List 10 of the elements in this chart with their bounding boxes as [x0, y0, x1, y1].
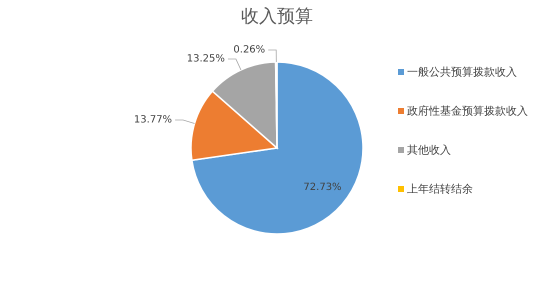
legend-label: 其他收入	[407, 144, 451, 156]
data-label: 72.73%	[303, 182, 342, 193]
pie-slice	[191, 61, 364, 235]
chart-title: 收入预算	[241, 6, 313, 27]
legend-label: 一般公共预算拨款收入	[407, 66, 517, 78]
data-label: 0.26%	[233, 44, 266, 56]
legend-label: 政府性基金预算拨款收入	[407, 104, 528, 118]
data-label: 13.77%	[134, 114, 172, 126]
data-label: 13.25%	[186, 54, 225, 65]
legend-label: 上年结转结余	[407, 182, 473, 196]
